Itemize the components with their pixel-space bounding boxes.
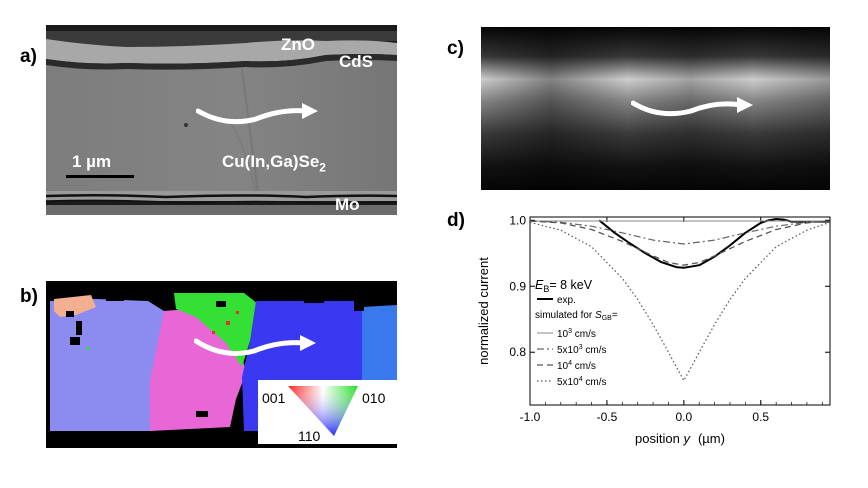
scale-bar-label: 1 µm <box>72 152 112 171</box>
series-sim-5e3 <box>530 220 830 245</box>
x-tick-label: 0.5 <box>752 410 769 424</box>
cigs-label-main: Cu(In,Ga)Se <box>222 152 320 171</box>
plot-frame <box>529 216 831 406</box>
ipf-label-010: 010 <box>362 390 386 406</box>
cigs-label-sub: 2 <box>319 160 326 175</box>
ebic-arrow-icon <box>631 97 753 117</box>
legend-entry-1: 5x103 cm/s <box>557 344 606 356</box>
x-tick-label: 0.0 <box>676 410 693 424</box>
scale-bar <box>66 175 134 178</box>
ebsd-legend: 001 010 110 <box>258 380 397 444</box>
ebsd-arrow-icon <box>194 335 316 356</box>
legend-beam-energy: EB= 8 keV <box>535 278 593 294</box>
y-tick-label: 1.0 <box>509 213 526 227</box>
cigs-label: Cu(In,Ga)Se2 <box>222 152 326 174</box>
legend-exp-label: exp. <box>557 295 576 306</box>
linescan-chart: -1.0 -0.5 0.0 0.5 0.8 0.9 1.0 position y (µm) nor… <box>476 213 831 446</box>
ipf-triangle-graphic <box>288 386 358 436</box>
series-sim-1e4 <box>530 220 830 266</box>
legend-entry-2: 104 cm/s <box>557 360 596 372</box>
mo-label: Mo <box>335 195 360 214</box>
ipf-label-001: 001 <box>262 390 286 406</box>
sem-arrow-icon <box>196 103 318 125</box>
ebic-image-graphic <box>481 27 830 190</box>
zno-label: ZnO <box>281 35 315 54</box>
y-axis-label: normalized current <box>476 257 491 365</box>
x-tick-label: -0.5 <box>597 410 618 424</box>
x-axis-label: position y (µm) <box>635 431 725 446</box>
y-tick-label: 0.9 <box>509 279 526 293</box>
cds-label: CdS <box>339 52 373 71</box>
ipf-label-110: 110 <box>298 428 321 444</box>
legend-simulated-label: simulated for SGB= <box>535 310 618 322</box>
series-sim-5e4 <box>530 221 830 382</box>
ebic-image <box>481 27 830 190</box>
panel-label-b: b) <box>20 286 38 307</box>
panel-label-a: a) <box>20 46 37 67</box>
y-tick-label: 0.8 <box>509 345 526 359</box>
series-exp <box>598 218 830 269</box>
panel-label-d: d) <box>447 210 465 231</box>
legend-entry-3: 5x104 cm/s <box>557 376 606 388</box>
sem-image <box>46 25 397 215</box>
legend-entry-0: 103 cm/s <box>557 328 596 340</box>
x-tick-label: -1.0 <box>520 410 541 424</box>
panel-label-c: c) <box>447 38 464 59</box>
